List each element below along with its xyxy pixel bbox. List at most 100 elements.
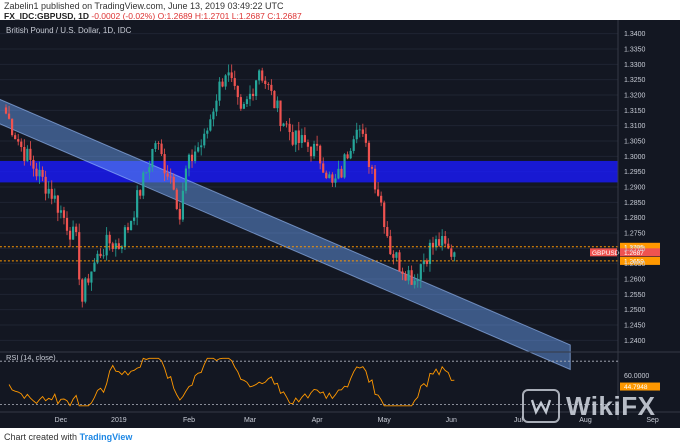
candle-body (416, 279, 419, 282)
price-tick: 1.2700 (624, 246, 646, 253)
candle-body (367, 142, 371, 168)
candle-body (303, 135, 306, 143)
author[interactable]: Zabelin1 (4, 1, 39, 11)
candle-body (209, 119, 212, 131)
candle-body (65, 217, 69, 231)
descending-channel (0, 98, 571, 371)
time-label: Feb (183, 417, 195, 424)
candle-body (108, 234, 111, 244)
time-label: 2019 (111, 417, 127, 424)
candle-body (328, 174, 331, 179)
price-tick: 1.2650 (624, 261, 646, 268)
candle-body (166, 173, 169, 177)
level-label-support: 1.2659 (624, 258, 644, 265)
ohlc-values: O:1.2689 H:1.2701 L:1.2687 C:1.2687 (157, 11, 302, 21)
candle-body (197, 147, 200, 152)
price-tick: 1.3100 (624, 123, 646, 130)
candle-body (377, 189, 380, 196)
candle-body (133, 217, 136, 221)
chart-area[interactable]: 1.2705 1.2659 GBPUSD 1.2687 1.3400 1.3350 1.3… (0, 20, 680, 428)
candle-body (380, 195, 383, 203)
candle-body (35, 168, 38, 177)
candle-body (32, 159, 35, 169)
candle-body (136, 190, 139, 218)
level-tag-support (620, 256, 660, 265)
chart-title: British Pound / U.S. Dollar, 1D, IDC (6, 26, 132, 35)
candle-body (23, 146, 26, 162)
candle-body (172, 176, 175, 190)
candle-body (99, 253, 102, 257)
candle-body (450, 248, 453, 257)
rsi-panel: 60.0000 44.7948 (0, 351, 680, 407)
candle-body (276, 100, 279, 109)
candle-body (169, 176, 172, 178)
candle-body (126, 227, 130, 231)
candle-body (309, 146, 313, 157)
candle-body (114, 243, 117, 249)
candle-body (50, 188, 53, 199)
price-tick: 1.3200 (624, 93, 646, 100)
candle-body (157, 143, 160, 144)
candle-body (291, 132, 294, 145)
candle-body (93, 262, 96, 272)
candle-body (282, 123, 285, 127)
symbol-line: FX_IDC:GBPUSD, 1D -0.0002 (-0.02%) O:1.2… (4, 11, 302, 21)
tradingview-logo[interactable]: TradingView (79, 432, 133, 442)
candle-body (447, 243, 450, 249)
price-tick: 1.3050 (624, 139, 646, 146)
candle-body (383, 202, 386, 228)
candle-body (255, 80, 258, 97)
rsi-last-label: 44.7948 (624, 384, 648, 391)
candle-body (364, 133, 367, 143)
candle-body (316, 143, 319, 146)
candle-body (72, 226, 75, 240)
candle-body (444, 236, 447, 244)
price-tick: 1.2550 (624, 292, 646, 299)
candle-body (242, 104, 245, 109)
candle-body (306, 142, 310, 147)
published-text: published on TradingView.com, June 13, 2… (41, 1, 284, 11)
candle-body (105, 234, 108, 256)
price-tick: 1.2500 (624, 307, 646, 314)
candle-body (212, 111, 215, 120)
candle-body (258, 70, 261, 81)
footer-credit: Chart created with TradingView (4, 432, 132, 442)
candle-body (81, 279, 84, 302)
symbol-tag (590, 248, 617, 257)
candle-body (325, 172, 328, 179)
candle-body (251, 93, 255, 97)
candle-body (26, 148, 29, 162)
price-tick: 1.3000 (624, 154, 646, 161)
price-change: -0.0002 (-0.02%) (91, 11, 156, 21)
candle-body (163, 154, 166, 174)
price-tick: 1.2950 (624, 169, 646, 176)
candle-body (386, 227, 389, 237)
candle-body (53, 195, 56, 199)
candle-body (453, 252, 456, 257)
rsi-title: RSI (14, close) (6, 353, 56, 362)
candle-body (267, 83, 270, 85)
price-tick: 1.2400 (624, 338, 646, 345)
candle-body (11, 118, 14, 136)
candle-body (270, 84, 273, 91)
candle-body (279, 100, 282, 127)
candle-body (4, 107, 8, 114)
candle-body (312, 143, 316, 157)
candle-body (248, 93, 252, 100)
price-tick: 1.3150 (624, 108, 646, 115)
candle-body (29, 148, 32, 160)
candle-body (294, 130, 297, 145)
time-label: Apr (312, 417, 324, 424)
candle-body (349, 150, 352, 159)
candle-body (224, 75, 227, 87)
candle-body (389, 236, 392, 255)
symbol: FX_IDC:GBPUSD, 1D (4, 11, 90, 21)
candle-body (319, 145, 322, 164)
rsi-last-tag (620, 382, 660, 391)
price-tick: 1.3400 (624, 31, 646, 38)
candle-body (178, 208, 181, 220)
time-label: May (378, 417, 392, 424)
candle-body (17, 139, 20, 142)
candle-body (117, 243, 120, 249)
